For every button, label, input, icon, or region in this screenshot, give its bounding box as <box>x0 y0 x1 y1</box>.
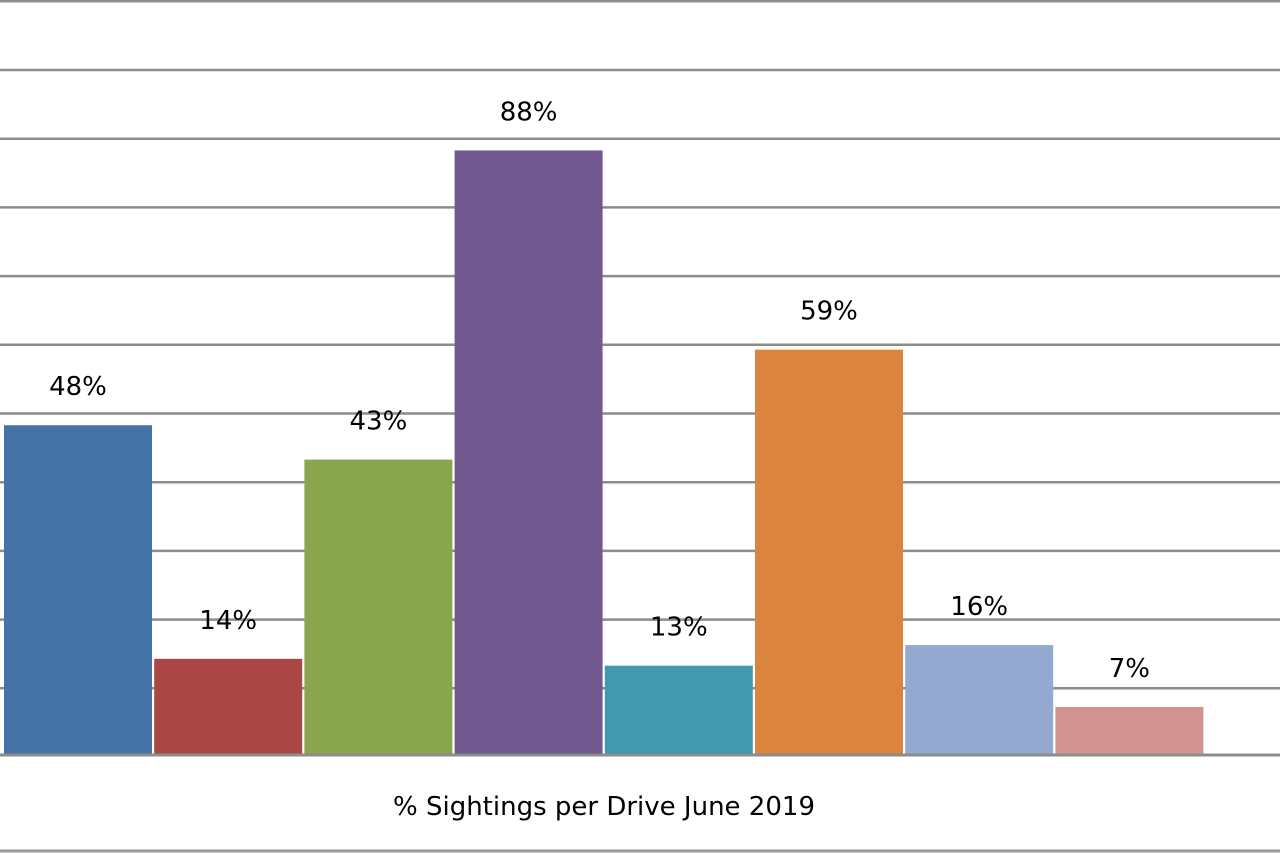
bar <box>755 349 903 755</box>
data-label: 7% <box>1109 654 1150 684</box>
data-label: 43% <box>350 407 408 437</box>
bar <box>905 645 1054 755</box>
data-label: 59% <box>800 297 858 327</box>
bar <box>154 658 303 755</box>
data-label: 48% <box>49 372 107 402</box>
bar <box>454 150 603 755</box>
data-label: 14% <box>199 606 257 636</box>
data-label: 13% <box>650 613 708 643</box>
data-label: 88% <box>500 97 558 127</box>
bar <box>604 665 753 755</box>
bar <box>4 425 152 755</box>
bar <box>304 459 453 755</box>
data-label: 16% <box>950 592 1008 622</box>
bar <box>1055 706 1204 755</box>
x-axis-label: % Sightings per Drive June 2019 <box>393 792 815 822</box>
